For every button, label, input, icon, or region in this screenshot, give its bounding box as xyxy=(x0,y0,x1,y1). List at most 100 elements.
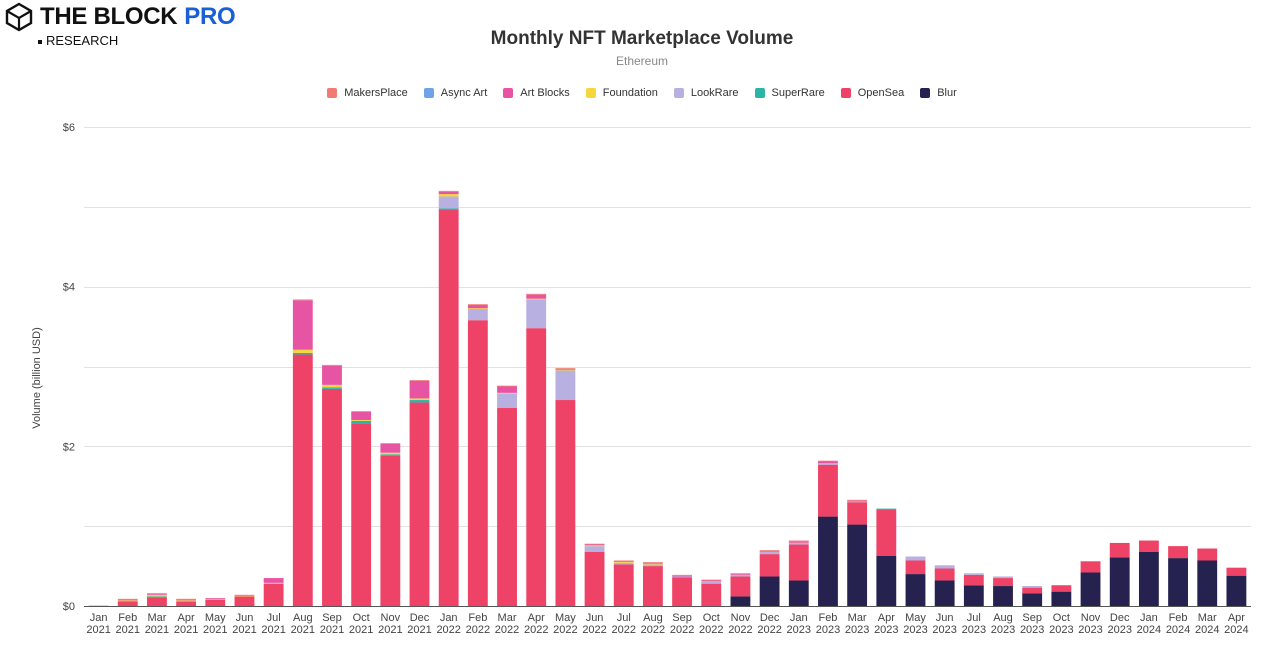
x-tick-label: Nov 2021 xyxy=(378,612,402,636)
bar-makersplace xyxy=(672,574,693,576)
bar-makersplace xyxy=(292,299,313,301)
bar-opensea xyxy=(613,564,634,606)
bar-opensea xyxy=(905,560,926,575)
x-tick-label: Nov 2022 xyxy=(728,612,752,636)
bar-art-blocks xyxy=(409,380,430,399)
bar-blur xyxy=(759,576,780,606)
bar-opensea xyxy=(1168,546,1188,559)
bar-makersplace xyxy=(584,543,605,545)
bar-art-blocks xyxy=(147,594,167,595)
x-tick-label: May 2023 xyxy=(903,612,927,636)
legend-item-async-art[interactable]: Async Art xyxy=(423,87,487,99)
legend-item-opensea[interactable]: OpenSea xyxy=(840,87,904,99)
bar-art-blocks xyxy=(263,578,284,583)
x-tick-label: Mar 2023 xyxy=(845,612,869,636)
bar-foundation xyxy=(234,595,255,597)
bar-opensea xyxy=(117,601,138,606)
bar-foundation xyxy=(409,398,430,401)
x-tick-label: Apr 2024 xyxy=(1224,612,1248,636)
bar-blur xyxy=(788,580,809,606)
bar-lookrare xyxy=(963,573,984,575)
bar-superrare xyxy=(409,400,430,403)
bar-opensea xyxy=(263,583,284,606)
x-tick-label: Apr 2021 xyxy=(174,612,198,636)
legend-item-foundation[interactable]: Foundation xyxy=(585,87,658,99)
bar-opensea xyxy=(234,596,255,606)
bar-makersplace xyxy=(701,579,722,581)
x-tick-label: Jan 2024 xyxy=(1137,612,1161,636)
bar-lookrare xyxy=(642,564,663,567)
bar-opensea xyxy=(322,388,342,606)
bar-makersplace xyxy=(526,293,547,295)
bar-art-blocks xyxy=(788,542,809,543)
brand-name: THE BLOCK PRO xyxy=(40,3,236,30)
y-tick-label: $4 xyxy=(63,282,75,294)
legend-item-art-blocks[interactable]: Art Blocks xyxy=(503,87,570,99)
y-axis-label: Volume (billion USD) xyxy=(31,327,43,428)
bar-opensea xyxy=(818,464,838,517)
x-tick-label: Feb 2023 xyxy=(816,612,840,636)
bar-blur xyxy=(876,555,897,606)
bar-superrare xyxy=(292,352,313,355)
bar-makersplace xyxy=(409,380,430,381)
bar-lookrare xyxy=(701,581,722,584)
x-tick-label: Feb 2022 xyxy=(466,612,490,636)
bar-art-blocks xyxy=(526,294,547,299)
bar-superrare xyxy=(147,596,167,598)
bar-blur xyxy=(1109,557,1130,606)
bar-makersplace xyxy=(613,560,634,562)
bar-blur xyxy=(1168,558,1188,606)
x-tick-label: Jan 2021 xyxy=(86,612,110,636)
legend-item-blur[interactable]: Blur xyxy=(920,87,957,99)
bar-opensea xyxy=(1138,540,1159,552)
bar-opensea xyxy=(847,502,868,525)
legend-label: LookRare xyxy=(690,87,739,99)
bar-foundation xyxy=(117,600,138,602)
x-tick-label: Sep 2022 xyxy=(670,612,694,636)
bar-foundation xyxy=(555,369,576,371)
bar-makersplace xyxy=(730,573,751,575)
bar-foundation xyxy=(88,605,109,606)
bar-foundation xyxy=(467,308,488,310)
bar-art-blocks xyxy=(497,386,517,393)
bullet-icon xyxy=(38,39,42,44)
bar-art-blocks xyxy=(322,365,342,385)
bar-blur xyxy=(730,596,751,606)
bar-opensea xyxy=(701,583,722,606)
x-tick-label: Dec 2023 xyxy=(1107,612,1131,636)
bar-art-blocks xyxy=(117,599,138,601)
bar-blur xyxy=(1226,575,1247,606)
bar-superrare xyxy=(322,387,342,389)
legend-item-superrare[interactable]: SuperRare xyxy=(754,87,825,99)
y-tick-label: $0 xyxy=(63,601,75,613)
bar-makersplace xyxy=(759,550,780,551)
brand-subtitle: RESEARCH xyxy=(38,33,118,48)
x-tick-label: Oct 2022 xyxy=(699,612,723,636)
bar-superrare xyxy=(438,208,459,211)
bar-superrare xyxy=(380,454,401,456)
x-tick-label: Apr 2022 xyxy=(524,612,548,636)
bar-blur xyxy=(847,524,868,606)
chart-title: Monthly NFT Marketplace Volume xyxy=(490,28,794,49)
bar-blur xyxy=(1022,593,1043,606)
x-tick-label: Jul 2021 xyxy=(261,612,285,636)
bar-opensea xyxy=(672,577,693,606)
bar-blur xyxy=(1080,572,1101,606)
bar-makersplace xyxy=(847,499,868,501)
bar-art-blocks xyxy=(205,598,226,599)
bar-art-blocks xyxy=(234,594,255,596)
bar-art-blocks xyxy=(613,561,634,563)
legend-item-lookrare[interactable]: LookRare xyxy=(673,87,739,99)
bar-art-blocks xyxy=(642,562,663,564)
bar-superrare xyxy=(176,601,197,603)
x-tick-label: Feb 2021 xyxy=(116,612,140,636)
x-tick-label: Aug 2022 xyxy=(641,612,665,636)
bar-foundation xyxy=(438,194,459,197)
x-tick-label: Mar 2024 xyxy=(1195,612,1219,636)
bar-opensea xyxy=(1080,561,1101,573)
bar-opensea xyxy=(1109,542,1130,558)
legend-item-makersplace[interactable]: MakersPlace xyxy=(327,87,408,99)
legend-label: Foundation xyxy=(602,87,658,99)
bar-foundation xyxy=(322,384,342,388)
